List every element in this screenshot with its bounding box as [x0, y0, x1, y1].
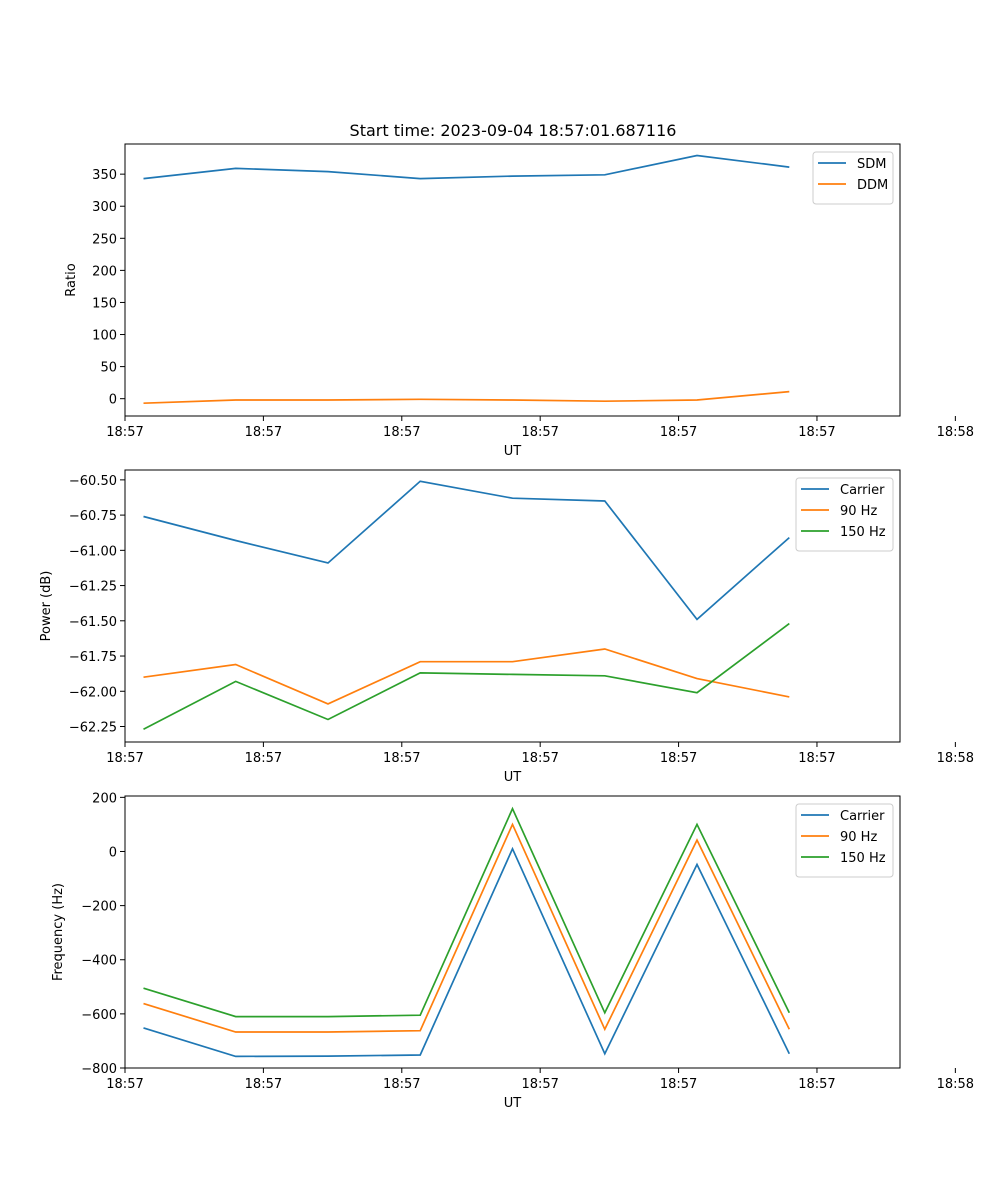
legend-label: Carrier	[840, 809, 885, 824]
x-tick-label: 18:57	[798, 751, 835, 766]
x-tick-label: 18:57	[798, 1077, 835, 1092]
y-tick-label: 350	[92, 168, 117, 183]
legend-label: SDM	[857, 157, 886, 172]
legend-label: 150 Hz	[840, 851, 886, 866]
y-tick-label: 0	[109, 845, 117, 860]
x-tick-label: 18:58	[937, 425, 974, 440]
legend: Carrier 90 Hz 150 Hz	[795, 803, 894, 878]
legend-box	[795, 803, 894, 878]
x-tick-label: 18:57	[106, 1077, 143, 1092]
x-tick-label: 18:57	[245, 1077, 282, 1092]
plots-container: 18:57 18:57 18:57 18:57 18:57 18:57 18:58 0 50 10…	[39, 143, 974, 1111]
series-line-90-hz	[143, 648, 790, 705]
y-tick-label: −400	[81, 954, 117, 969]
x-tick-label: 18:57	[660, 751, 697, 766]
x-tick-label: 18:57	[521, 1077, 558, 1092]
series-line-150-hz	[143, 806, 791, 1018]
x-tick-label: 18:57	[521, 751, 558, 766]
series-line-carrier	[143, 846, 791, 1058]
y-axis-label: Ratio	[64, 263, 79, 296]
y-tick-label: −60.50	[69, 474, 117, 489]
y-tick-label: −62.00	[69, 685, 117, 700]
y-axis-label: Power (dB)	[39, 571, 54, 642]
y-tick-label: −62.25	[69, 720, 117, 735]
axes-frame	[124, 469, 901, 743]
series-line-ddm	[143, 390, 790, 405]
y-tick-label: 0	[109, 393, 117, 408]
x-tick-label: 18:58	[937, 1077, 974, 1092]
series-line-90-hz	[143, 822, 791, 1033]
x-tick-label: 18:57	[106, 425, 143, 440]
subplot-2: 18:57 18:57 18:57 18:57 18:57 18:57 18:58 −62.2…	[39, 469, 974, 785]
legend-box	[795, 477, 894, 552]
x-tick-label: 18:57	[245, 425, 282, 440]
x-tick-label: 18:57	[798, 425, 835, 440]
legend-box	[812, 151, 894, 205]
x-tick-label: 18:57	[660, 425, 697, 440]
y-tick-label: −800	[81, 1062, 117, 1077]
y-tick-label: 50	[100, 361, 117, 376]
y-tick-label: −61.00	[69, 544, 117, 559]
y-tick-label: 200	[92, 264, 117, 279]
y-tick-label: 300	[92, 200, 117, 215]
y-tick-label: 100	[92, 329, 117, 344]
y-tick-label: 250	[92, 232, 117, 247]
x-tick-label: 18:58	[937, 751, 974, 766]
x-tick-label: 18:57	[106, 751, 143, 766]
x-axis-label: UT	[504, 1096, 522, 1111]
y-axis-label: Frequency (Hz)	[51, 883, 66, 981]
y-tick-label: −61.50	[69, 615, 117, 630]
legend-label: 90 Hz	[840, 830, 877, 845]
x-axis-label: UT	[504, 444, 522, 459]
y-tick-label: −61.25	[69, 580, 117, 595]
subplot-1: 18:57 18:57 18:57 18:57 18:57 18:57 18:58 0 50 10…	[64, 143, 974, 459]
x-tick-label: 18:57	[383, 1077, 420, 1092]
legend-label: 90 Hz	[840, 504, 877, 519]
legend-label: DDM	[857, 178, 888, 193]
x-tick-label: 18:57	[245, 751, 282, 766]
subplot-3: 18:57 18:57 18:57 18:57 18:57 18:57 18:58 −800 −…	[51, 791, 974, 1111]
axes-frame	[124, 143, 901, 417]
series-line-sdm	[143, 154, 790, 180]
y-tick-label: −60.75	[69, 509, 117, 524]
x-axis-label: UT	[504, 770, 522, 785]
legend: Carrier 90 Hz 150 Hz	[795, 477, 894, 552]
y-tick-label: −600	[81, 1008, 117, 1023]
y-tick-label: −61.75	[69, 650, 117, 665]
x-tick-label: 18:57	[383, 751, 420, 766]
x-tick-label: 18:57	[383, 425, 420, 440]
axes-frame	[124, 795, 901, 1069]
legend: SDM DDM	[812, 151, 894, 205]
legend-label: 150 Hz	[840, 525, 886, 540]
x-tick-label: 18:57	[660, 1077, 697, 1092]
x-tick-label: 18:57	[521, 425, 558, 440]
figure-title: Start time: 2023-09-04 18:57:01.687116	[350, 121, 677, 140]
legend-label: Carrier	[840, 483, 885, 498]
y-tick-label: 200	[92, 791, 117, 806]
series-line-150-hz	[143, 622, 790, 731]
y-tick-label: 150	[92, 296, 117, 311]
series-line-carrier	[143, 480, 790, 621]
y-tick-label: −200	[81, 900, 117, 915]
